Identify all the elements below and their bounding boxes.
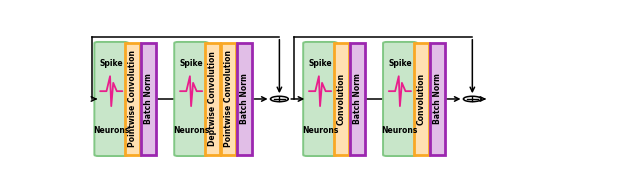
- Text: Spike: Spike: [179, 59, 203, 68]
- Bar: [414, 43, 429, 155]
- Text: Pointwise Convolution: Pointwise Convolution: [224, 51, 233, 147]
- Circle shape: [463, 96, 481, 102]
- Bar: [429, 43, 445, 155]
- FancyBboxPatch shape: [174, 42, 208, 156]
- Text: Neurons: Neurons: [381, 126, 418, 135]
- Text: Neurons: Neurons: [173, 126, 209, 135]
- Bar: [334, 43, 349, 155]
- Text: Batch Norm: Batch Norm: [433, 74, 442, 124]
- Text: Deptwise Convolution: Deptwise Convolution: [208, 52, 217, 146]
- Text: Neurons: Neurons: [93, 126, 129, 135]
- Bar: [221, 43, 236, 155]
- Text: Batch Norm: Batch Norm: [353, 74, 362, 124]
- Bar: [237, 43, 252, 155]
- Text: Spike: Spike: [308, 59, 332, 68]
- Circle shape: [271, 96, 289, 102]
- Bar: [205, 43, 220, 155]
- Bar: [125, 43, 140, 155]
- Text: Pointwise Convolution: Pointwise Convolution: [128, 51, 137, 147]
- Bar: [141, 43, 156, 155]
- Text: Spike: Spike: [99, 59, 123, 68]
- Text: Neurons: Neurons: [302, 126, 339, 135]
- FancyBboxPatch shape: [94, 42, 128, 156]
- Text: Convolution: Convolution: [417, 73, 426, 125]
- Text: Batch Norm: Batch Norm: [239, 74, 249, 124]
- FancyBboxPatch shape: [303, 42, 337, 156]
- FancyBboxPatch shape: [383, 42, 417, 156]
- Text: Batch Norm: Batch Norm: [144, 74, 153, 124]
- Text: Convolution: Convolution: [337, 73, 346, 125]
- Text: Spike: Spike: [388, 59, 412, 68]
- Bar: [350, 43, 365, 155]
